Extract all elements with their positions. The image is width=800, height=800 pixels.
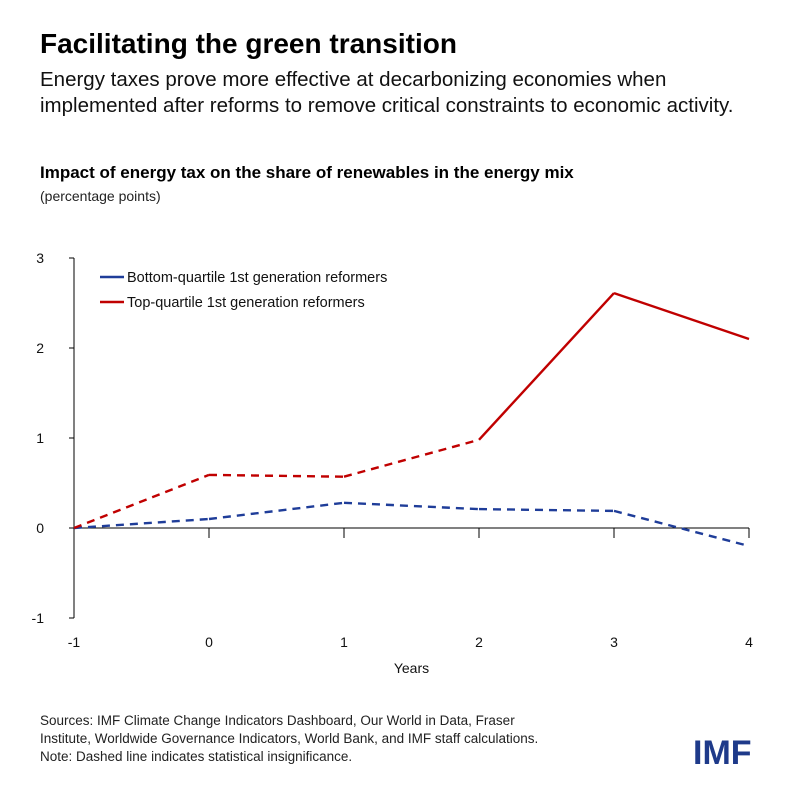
series-segment xyxy=(343,438,480,478)
chart-series xyxy=(73,291,750,548)
x-tick-label: 4 xyxy=(745,634,753,650)
note-line: Note: Dashed line indicates statistical … xyxy=(40,749,353,764)
x-tick-label: 2 xyxy=(475,634,483,650)
chart-axes: -1 0 1 2 3 -1 0 1 2 3 4 Years xyxy=(32,250,754,676)
chart-unit: (percentage points) xyxy=(40,188,161,204)
line-chart: -1 0 1 2 3 -1 0 1 2 3 4 Years Bottom-quartile 1st g… xyxy=(32,250,754,676)
series-segment xyxy=(208,473,345,478)
x-axis-title: Years xyxy=(394,660,429,676)
imf-logo: IMF xyxy=(693,734,752,772)
series-top-quartile xyxy=(73,291,750,530)
y-tick-label: 0 xyxy=(36,520,44,536)
series-segment xyxy=(478,292,615,441)
page-title: Facilitating the green transition xyxy=(40,28,457,59)
chart-footer: Sources: IMF Climate Change Indicators D… xyxy=(40,712,680,766)
sources-line-2: Institute, Worldwide Governance Indicato… xyxy=(40,731,539,746)
sources-line-1: Sources: IMF Climate Change Indicators D… xyxy=(40,713,515,728)
series-segment xyxy=(613,291,750,341)
series-segment xyxy=(478,507,615,513)
series-segment xyxy=(73,517,210,530)
series-segment xyxy=(73,473,210,530)
series-segment xyxy=(613,509,750,548)
y-tick-label: -1 xyxy=(32,610,45,626)
legend-label: Bottom-quartile 1st generation reformers xyxy=(127,270,387,286)
x-tick-label: -1 xyxy=(68,634,81,650)
series-segment xyxy=(208,501,345,521)
x-tick-label: 0 xyxy=(205,634,213,650)
chart-title: Impact of energy tax on the share of ren… xyxy=(40,163,574,182)
y-tick-label: 1 xyxy=(36,430,44,446)
y-tick-label: 3 xyxy=(36,250,44,266)
y-tick-label: 2 xyxy=(36,340,44,356)
page-subtitle: Energy taxes prove more effective at dec… xyxy=(40,68,734,117)
x-tick-label: 3 xyxy=(610,634,618,650)
series-bottom-quartile xyxy=(73,501,750,548)
chart-legend: Bottom-quartile 1st generation reformers… xyxy=(100,270,387,311)
series-segment xyxy=(343,501,480,511)
x-tick-label: 1 xyxy=(340,634,348,650)
legend-label: Top-quartile 1st generation reformers xyxy=(127,295,365,311)
